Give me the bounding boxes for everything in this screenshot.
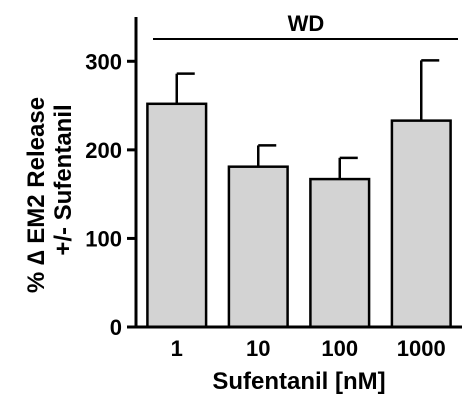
bar [309, 177, 371, 329]
y-axis-title-line-2: +/- Sufentanil [50, 104, 77, 255]
y-axis-title-line-1: % ∆ EM2 Release [23, 97, 50, 293]
y-axis-ticks: 0 100 200 300 [85, 49, 136, 340]
bar [146, 102, 208, 329]
x-tick-label: 10 [246, 336, 270, 361]
y-tick-label: 200 [85, 138, 122, 163]
bar [390, 119, 452, 329]
y-tick-label: 300 [85, 49, 122, 74]
x-tick-label: 1000 [397, 336, 446, 361]
chart-marks [146, 59, 452, 329]
x-tick-label: 1 [171, 336, 183, 361]
y-tick-label: 100 [85, 226, 122, 251]
y-tick-label: 0 [110, 315, 122, 340]
bar [227, 165, 289, 329]
group-label: WD [288, 11, 325, 36]
x-axis-ticks: 1 10 100 1000 [171, 336, 446, 361]
x-tick-label: 100 [321, 336, 358, 361]
x-axis-title: Sufentanil [nM] [212, 368, 385, 395]
